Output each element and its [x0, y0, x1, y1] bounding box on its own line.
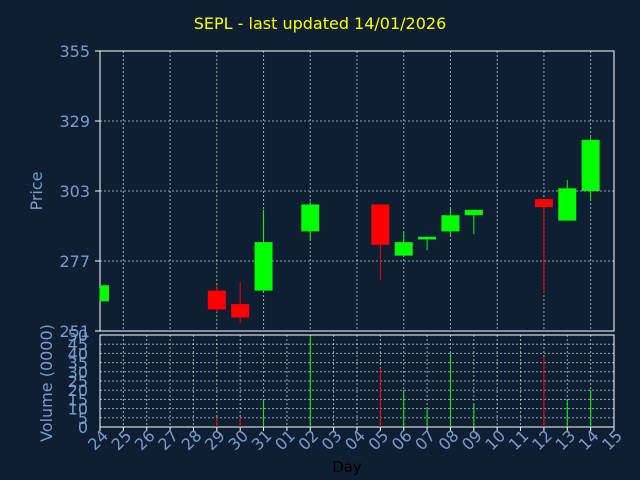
- price-tick-label: 251: [59, 322, 90, 341]
- volume-tick-label: 35: [68, 354, 88, 373]
- candle-body-13: [558, 188, 577, 221]
- volume-tick-label: 25: [68, 372, 88, 391]
- volume-tick-label: 40: [68, 344, 88, 363]
- candle-body-05: [371, 204, 390, 245]
- volume-tick-label: 0: [78, 418, 88, 437]
- volume-tick-label: 15: [68, 390, 88, 409]
- candle-body-02: [301, 204, 320, 232]
- volume-tick-label: 45: [68, 335, 88, 354]
- day-tick-label: 15: [598, 426, 626, 454]
- candle-body-14: [581, 139, 600, 191]
- candle-body-09: [464, 209, 483, 216]
- price-tick-label: 329: [59, 112, 90, 131]
- candle-body-07: [418, 236, 437, 240]
- price-tick-label: 277: [59, 252, 90, 271]
- candle-body-24: [100, 285, 109, 302]
- price-axis-title: Price: [27, 171, 46, 210]
- price-tick-label: 355: [59, 42, 90, 61]
- candle-body-31: [254, 242, 273, 291]
- volume-tick-label: 5: [78, 409, 88, 428]
- candle-body-30: [231, 304, 250, 318]
- price-tick-label: 303: [59, 182, 90, 201]
- volume-tick-label: 30: [68, 363, 88, 382]
- volume-axis-title: Volume (0000): [37, 324, 56, 442]
- volume-tick-label: 20: [68, 381, 88, 400]
- candle-body-06: [394, 242, 413, 256]
- volume-tick-label: 10: [68, 400, 88, 419]
- chart-title: SEPL - last updated 14/01/2026: [193, 14, 447, 33]
- candle-body-29: [207, 290, 226, 310]
- day-axis-title: Day: [332, 458, 362, 476]
- volume-tick-label: 50: [68, 326, 88, 345]
- candle-body-12: [534, 199, 553, 208]
- candle-body-08: [441, 215, 460, 232]
